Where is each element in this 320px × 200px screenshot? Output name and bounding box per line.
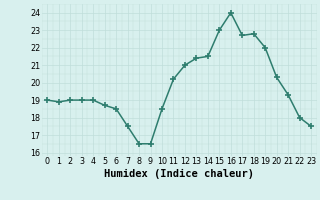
X-axis label: Humidex (Indice chaleur): Humidex (Indice chaleur) [104, 169, 254, 179]
